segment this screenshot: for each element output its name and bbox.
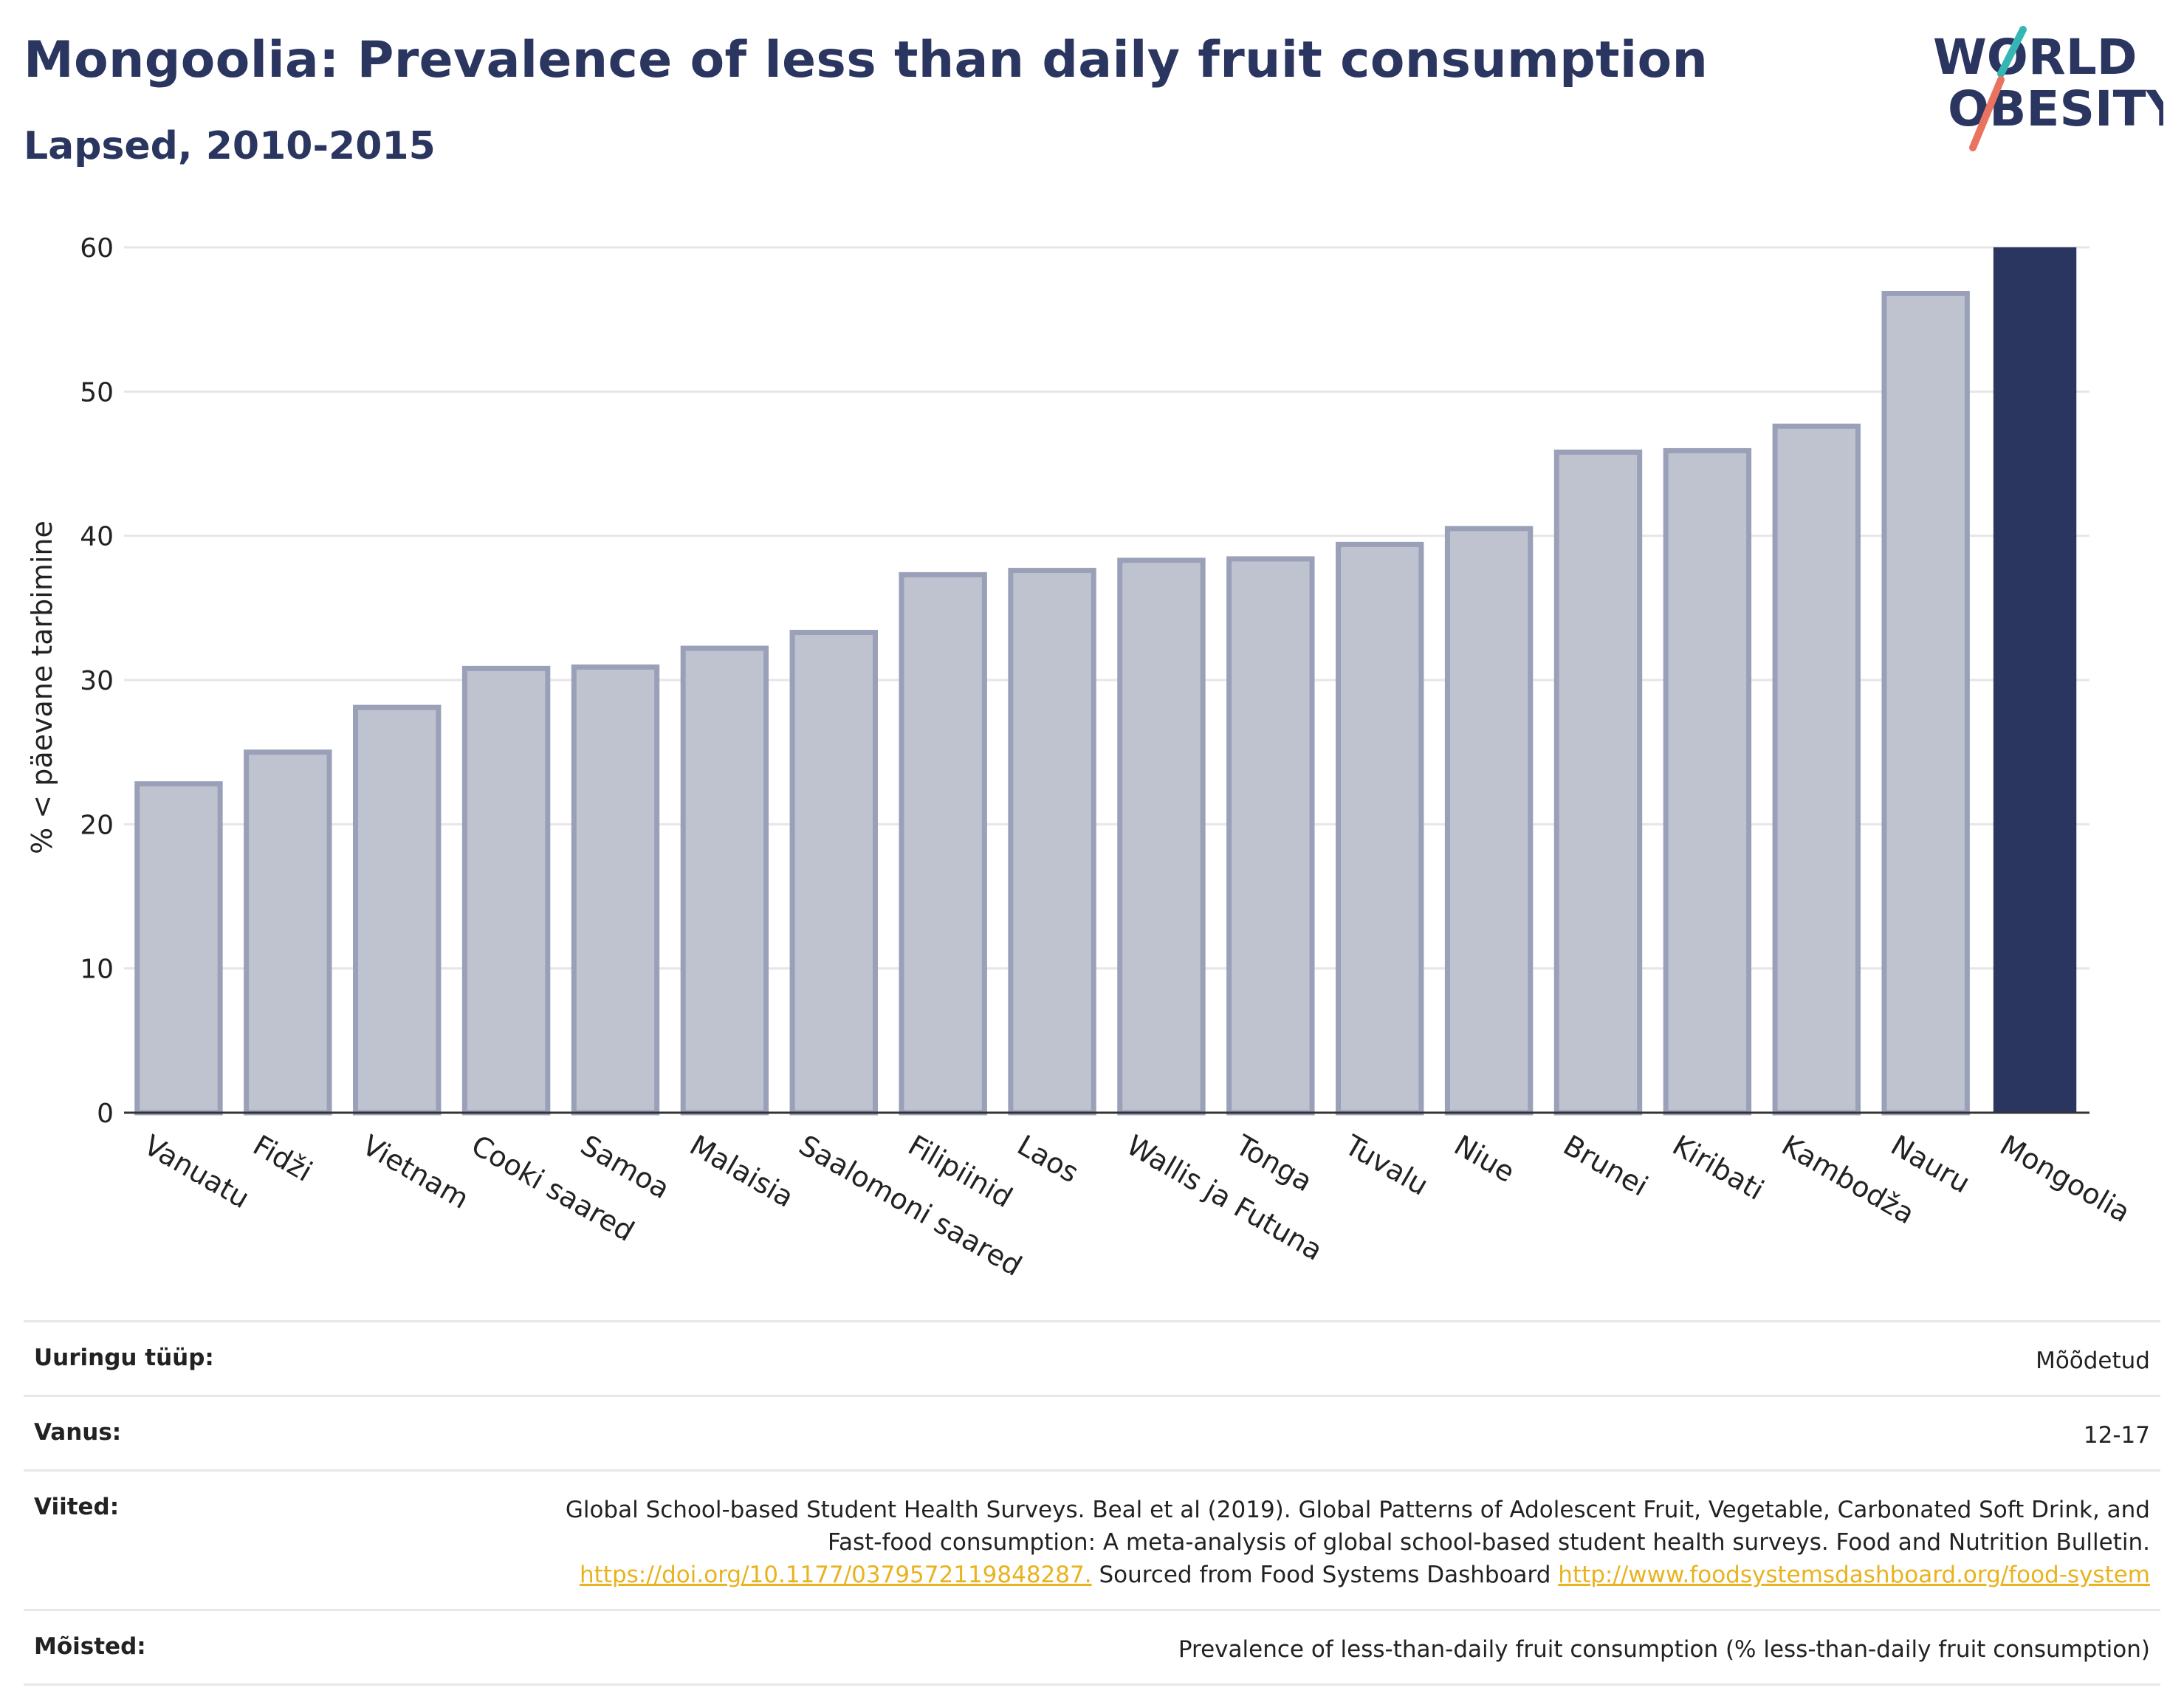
meta-value: 12-17 — [2083, 1422, 2150, 1449]
meta-value: Global School-based Student Health Surve… — [563, 1494, 2150, 1591]
y-tick-label: 20 — [80, 810, 114, 840]
bar — [1881, 291, 1970, 1116]
y-tick-label: 60 — [80, 233, 114, 264]
meta-label: Uuringu tüüp: — [34, 1345, 214, 1371]
x-tick-label: Laos — [1012, 1129, 1085, 1189]
y-tick-label: 40 — [80, 522, 114, 552]
meta-label: Vanus: — [34, 1419, 122, 1446]
page-subtitle: Lapsed, 2010-2015 — [24, 124, 436, 168]
bar — [1117, 557, 1206, 1116]
x-tick-label: Vanuatu — [138, 1129, 255, 1215]
x-tick-label: Fidži — [247, 1129, 317, 1188]
bar — [571, 664, 660, 1116]
x-tick-label: Mongoolia — [1995, 1129, 2136, 1229]
meta-label: Mõisted: — [34, 1633, 146, 1660]
bar — [789, 630, 878, 1116]
bar — [899, 571, 987, 1116]
bar — [461, 665, 551, 1116]
logo-line1: WORLD — [1933, 29, 2137, 86]
x-tick-label: Malaisia — [684, 1129, 799, 1214]
bar — [680, 645, 769, 1116]
bar — [1336, 541, 1424, 1116]
bar — [1008, 568, 1096, 1116]
bar — [244, 749, 332, 1116]
bar-chart: 0 10 20 30 40 50 60 % < päevane tarbimine Vanuat… — [26, 233, 2136, 1283]
meta-label: Viited: — [34, 1494, 120, 1520]
x-tick-label: Tuvalu — [1339, 1128, 1433, 1202]
source-text: Sourced from Food Systems Dashboard — [1099, 1562, 1551, 1588]
meta-row-references: Viited: Global School-based Student Heal… — [24, 1469, 2160, 1609]
x-tick-label: Vietnam — [357, 1129, 474, 1215]
meta-value: Mõõdetud — [2036, 1347, 2150, 1374]
meta-row-survey-type: Uuringu tüüp: Mõõdetud — [24, 1320, 2160, 1395]
dashboard-link[interactable]: http://www.foodsystemsdashboard.org/food… — [1558, 1562, 2150, 1588]
bar — [1772, 423, 1861, 1116]
reference-text: Global School-based Student Health Surve… — [565, 1497, 2150, 1556]
world-obesity-logo: WORLD OBESITY — [1933, 26, 2163, 151]
x-tick-label: Tonga — [1229, 1128, 1317, 1198]
meta-value: Prevalence of less-than-daily fruit cons… — [1178, 1636, 2150, 1663]
x-tick-label: Brunei — [1558, 1129, 1653, 1203]
y-tick-label: 50 — [80, 377, 114, 408]
meta-row-age: Vanus: 12-17 — [24, 1395, 2160, 1469]
doi-link[interactable]: https://doi.org/10.1177/0379572119848287… — [580, 1562, 1092, 1588]
y-tick-label: 0 — [97, 1099, 114, 1129]
bar — [134, 781, 223, 1116]
x-tick-label: Niue — [1449, 1129, 1520, 1189]
bar — [1553, 449, 1643, 1116]
metadata-table: Uuringu tüüp: Mõõdetud Vanus: 12-17 Viit… — [24, 1320, 2160, 1686]
x-tick-label: Nauru — [1886, 1129, 1976, 1200]
y-axis-label: % < päevane tarbimine — [26, 521, 58, 854]
x-tick-label: Wallis ja Futuna — [1121, 1129, 1328, 1267]
x-tick-label: Kiribati — [1667, 1129, 1770, 1206]
bar — [1993, 247, 2077, 1113]
y-tick-label: 10 — [80, 955, 114, 985]
page-title: Mongoolia: Prevalence of less than daily… — [24, 31, 1709, 89]
meta-row-definitions: Mõisted: Prevalence of less-than-daily f… — [24, 1609, 2160, 1686]
bar — [1226, 556, 1315, 1116]
bar — [1663, 447, 1752, 1116]
y-tick-label: 30 — [80, 666, 114, 696]
bar — [353, 704, 442, 1116]
bar — [1444, 526, 1534, 1116]
